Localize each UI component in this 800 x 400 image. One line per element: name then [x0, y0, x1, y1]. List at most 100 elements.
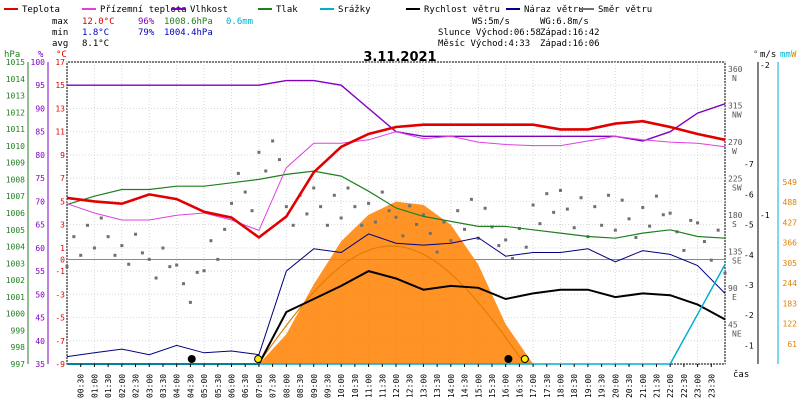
- x-tick-label: 05:00: [200, 374, 209, 398]
- series-temperature: [66, 119, 726, 240]
- x-tick-label: 12:30: [406, 374, 415, 398]
- c-tick: -9: [55, 360, 65, 369]
- pct-tick: 80: [35, 151, 45, 160]
- hpa-tick: 1015: [6, 58, 25, 67]
- x-tick-label: 15:30: [488, 374, 497, 398]
- w-tick: 61: [787, 340, 797, 349]
- wind-dir-point: [86, 223, 90, 227]
- hpa-tick: 1007: [6, 192, 25, 201]
- x-tick-label: 14:00: [447, 374, 456, 398]
- wind-dir-point: [442, 220, 446, 224]
- stat-min-label: min: [52, 28, 68, 38]
- hpa-tick: 1010: [6, 142, 25, 151]
- info-block: WS:5m/s WG:6.8m/s Slunce Východ:06:58 Zá…: [438, 17, 600, 49]
- chart-title: 3.11.2021: [363, 50, 436, 65]
- c-tick: 13: [55, 104, 65, 113]
- pct-tick: 100: [31, 58, 46, 67]
- wind-dir-point: [230, 201, 233, 205]
- w-tick: 488: [783, 198, 798, 207]
- wind-dir-point: [250, 209, 254, 213]
- wind-dir-point: [99, 216, 103, 220]
- wind-dir-point: [140, 251, 144, 255]
- legend-label: Náraz větru: [524, 5, 584, 15]
- time-unit: čas: [733, 369, 749, 380]
- c-tick: 5: [60, 197, 65, 206]
- x-tick-label: 13:00: [419, 374, 428, 398]
- dir-tick: 315: [728, 102, 743, 111]
- wind-dir-point: [373, 220, 377, 224]
- hpa-tick: 1006: [6, 209, 25, 218]
- hpa-tick: 1004: [6, 243, 25, 252]
- wind-dir-point: [353, 205, 357, 209]
- wind-dir-point: [579, 196, 583, 200]
- pct-unit: %: [38, 50, 44, 60]
- ms-inner-tick: -2: [744, 311, 754, 320]
- hpa-tick: 1011: [6, 125, 25, 134]
- wind-dir-point: [65, 265, 69, 269]
- dir-label: NW: [732, 111, 742, 120]
- w-tick: 122: [783, 320, 798, 329]
- wind-dir-point: [531, 203, 535, 207]
- moonset-marker: [504, 355, 513, 363]
- x-tick-label: 16:30: [515, 374, 524, 398]
- ms-inner-tick: -4: [744, 251, 754, 260]
- series-ground-temp: [66, 131, 726, 232]
- x-tick-label: 17:30: [543, 374, 552, 398]
- x-tick-label: 09:00: [310, 374, 319, 398]
- x-tick-label: 13:30: [433, 374, 442, 398]
- wind-dir-point: [387, 209, 391, 213]
- wind-dir-point: [113, 253, 117, 257]
- wind-dir-point: [291, 223, 295, 227]
- x-tick-label: 22:30: [680, 374, 689, 398]
- wind-dir-point: [723, 271, 727, 275]
- wind-dir-point: [182, 282, 186, 286]
- dir-tick: 135: [728, 248, 743, 257]
- x-tick-label: 19:30: [598, 374, 607, 398]
- wind-dir-point: [175, 263, 179, 267]
- info-sun: Slunce Východ:06:58: [438, 28, 541, 38]
- wind-dir-point: [476, 236, 480, 240]
- x-tick-label: 05:30: [214, 374, 223, 398]
- wind-dir-point: [243, 190, 247, 194]
- wind-dir-point: [106, 235, 110, 239]
- ms-inner-tick: -3: [744, 281, 754, 290]
- wind-dir-point: [264, 169, 268, 173]
- c-tick: 11: [55, 128, 65, 137]
- wind-dir-point: [593, 205, 597, 209]
- wind-dir-point: [401, 234, 405, 238]
- c-tick: -7: [55, 337, 65, 346]
- wind-dir-point: [168, 265, 172, 269]
- legend-label: Směr větru: [598, 5, 652, 15]
- wind-dir-point: [661, 213, 665, 217]
- x-tick-label: 02:30: [132, 374, 141, 398]
- stat-max-press: 1008.6hPa: [164, 17, 213, 27]
- hpa-tick: 1005: [6, 226, 25, 235]
- x-tick-label: 01:30: [104, 374, 113, 398]
- x-tick-label: 12:00: [392, 374, 401, 398]
- stat-max-hum: 96%: [138, 17, 155, 27]
- wind-dir-point: [552, 210, 556, 214]
- dir-tick: 360: [728, 65, 743, 74]
- x-tick-label: 09:30: [323, 374, 332, 398]
- x-tick-label: 01:00: [90, 374, 99, 398]
- c-tick: 7: [60, 174, 65, 183]
- dir-tick: 225: [728, 175, 743, 184]
- series-pressure: [66, 170, 726, 239]
- wind-dir-point: [456, 209, 460, 213]
- hpa-tick: 1000: [6, 310, 25, 319]
- legend: Teplota Přízemní teplota Vlhkost Tlak Srážky…: [4, 5, 652, 15]
- wind-dir-point: [223, 227, 227, 231]
- x-tick-label: 08:00: [282, 374, 291, 398]
- ms-unit: m/s: [760, 50, 776, 60]
- solar-area: [67, 201, 725, 364]
- dir-tick: 180: [728, 211, 743, 220]
- stat-min-temp: 1.8°C: [82, 28, 109, 38]
- deg-unit: °: [753, 50, 758, 60]
- wind-dir-point: [483, 206, 487, 210]
- wind-dir-point: [360, 223, 364, 227]
- hpa-tick: 1008: [6, 175, 25, 184]
- info-moon: Měsíc Východ:4:33: [438, 39, 530, 49]
- wind-dir-point: [277, 158, 281, 162]
- stat-avg-label: avg: [52, 39, 68, 49]
- info-ws: WS:5m/s: [472, 17, 510, 27]
